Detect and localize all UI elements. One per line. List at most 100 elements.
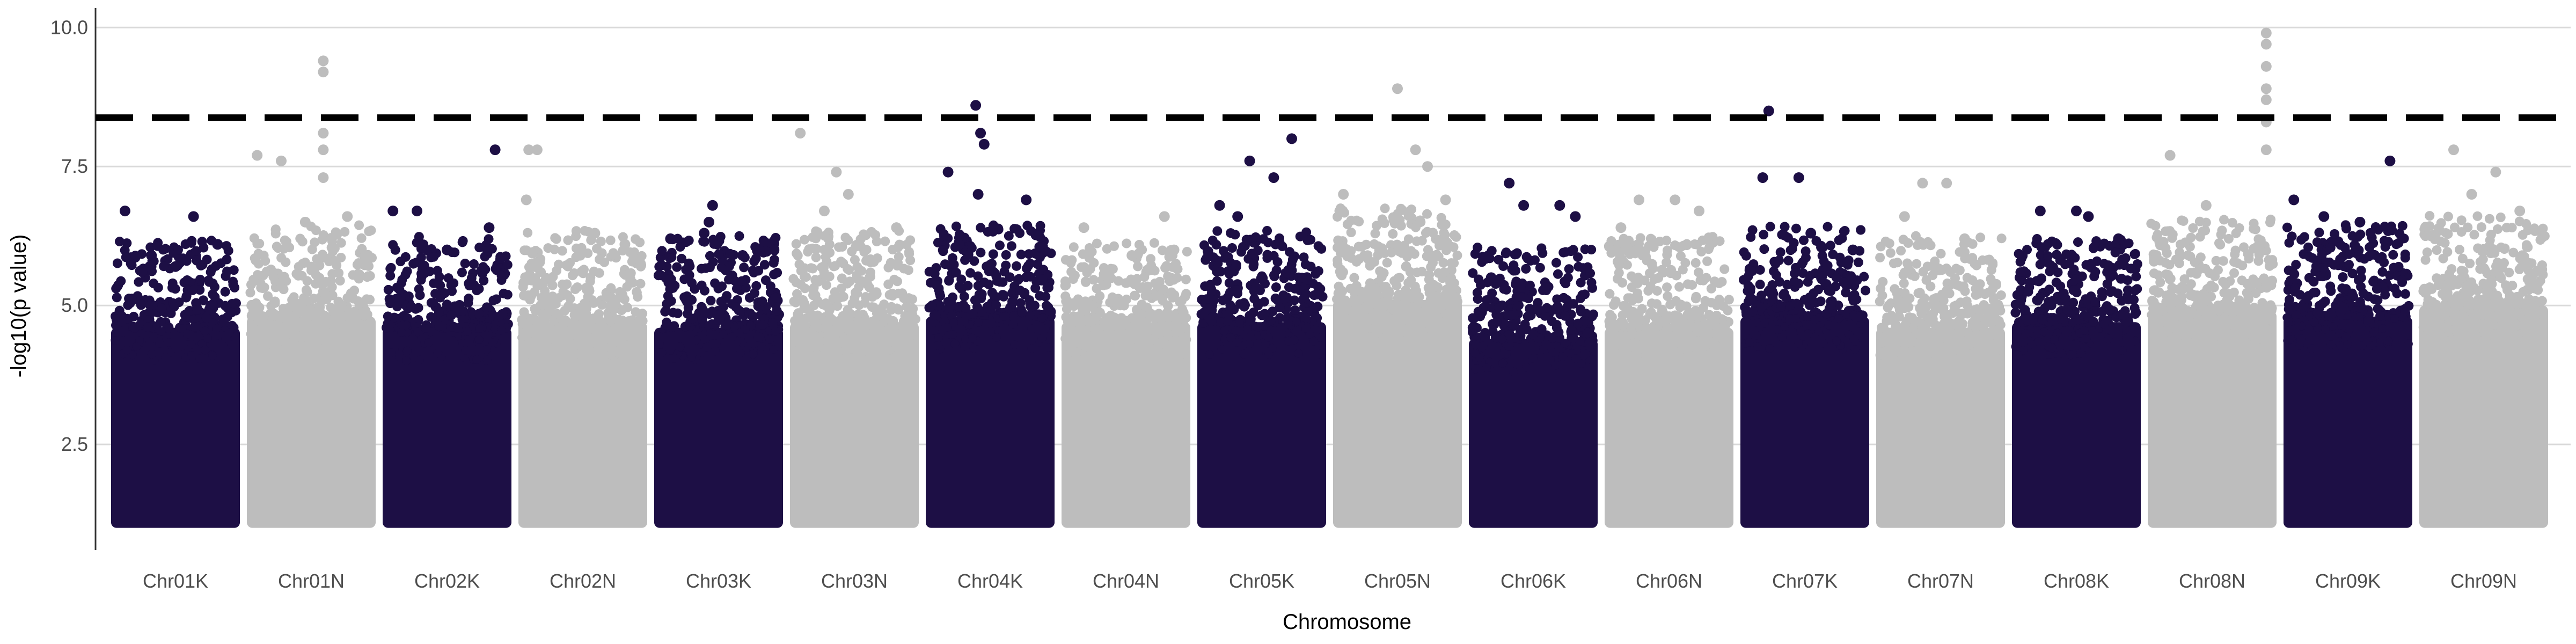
data-point: [2290, 283, 2301, 293]
data-point: [889, 274, 899, 284]
data-point: [1553, 301, 1563, 311]
data-point: [871, 287, 881, 297]
data-point: [2028, 315, 2038, 325]
data-point: [1471, 340, 1480, 349]
data-point: [2099, 320, 2109, 329]
data-point: [1646, 339, 1656, 348]
data-point: [2392, 288, 2402, 298]
data-point: [880, 345, 889, 354]
data-point: [660, 306, 670, 317]
data-point: [1832, 336, 1841, 346]
data-point: [1995, 320, 2006, 330]
peak-point: [1338, 189, 1349, 200]
data-point: [656, 260, 667, 270]
data-point: [1875, 296, 1885, 306]
data-point: [2196, 252, 2206, 262]
data-point: [1791, 223, 1801, 233]
peak-point: [531, 144, 543, 156]
data-point: [1926, 349, 1935, 358]
data-point: [2356, 282, 2366, 292]
data-point: [2180, 237, 2190, 247]
data-point: [187, 351, 196, 360]
data-point: [1521, 264, 1531, 274]
data-point: [1127, 313, 1137, 323]
data-point: [2491, 311, 2500, 320]
data-point: [1880, 324, 1889, 333]
data-point: [1295, 231, 1305, 241]
data-point: [484, 234, 494, 244]
data-point: [538, 316, 548, 326]
data-point: [186, 238, 196, 248]
data-point: [1794, 339, 1803, 348]
data-point: [116, 276, 126, 286]
data-point: [2390, 313, 2399, 323]
data-point: [1536, 243, 1547, 253]
data-point: [968, 309, 978, 319]
data-point: [1351, 319, 1360, 328]
data-point: [2195, 232, 2205, 242]
data-point: [1894, 312, 1904, 322]
data-point: [731, 283, 742, 294]
data-point: [1082, 325, 1092, 334]
data-point: [1232, 285, 1242, 295]
data-point: [2317, 250, 2327, 260]
data-point: [810, 275, 821, 285]
data-point: [491, 294, 501, 304]
data-point: [1701, 342, 1710, 351]
data-point: [2366, 341, 2375, 350]
data-point: [751, 281, 762, 291]
data-point: [357, 244, 367, 254]
data-point: [1079, 262, 1089, 272]
data-point: [2040, 303, 2050, 313]
data-point: [1482, 363, 1491, 372]
data-point: [2097, 287, 2107, 297]
data-point: [430, 289, 440, 299]
data-point: [2530, 226, 2540, 236]
peak-point: [970, 100, 982, 111]
data-point: [818, 344, 827, 353]
points-bulk: [2419, 305, 2548, 528]
data-point: [1468, 313, 1478, 323]
data-point: [1775, 247, 1785, 258]
data-point: [897, 288, 908, 298]
data-point: [1989, 303, 1999, 313]
data-point: [1253, 301, 1263, 311]
data-point: [182, 275, 192, 286]
data-point: [1341, 295, 1350, 304]
data-point: [984, 279, 994, 289]
data-point: [2039, 327, 2048, 336]
peak-point: [737, 250, 748, 261]
data-point: [772, 268, 782, 278]
data-point: [2394, 261, 2404, 272]
data-point: [1898, 270, 1908, 280]
data-point: [1615, 252, 1625, 262]
data-point: [502, 290, 513, 300]
data-point: [2082, 334, 2091, 343]
data-point: [843, 264, 853, 274]
data-point: [1096, 329, 1105, 338]
data-point: [440, 288, 450, 298]
points-bulk: [383, 327, 511, 528]
peak-point: [318, 55, 329, 67]
data-point: [2297, 321, 2306, 331]
data-point: [2400, 289, 2410, 299]
data-point: [549, 299, 559, 310]
data-point: [701, 308, 711, 318]
peak-point: [2260, 144, 2272, 156]
data-point: [1209, 295, 1219, 305]
data-point: [772, 306, 782, 316]
data-point: [668, 283, 678, 293]
data-point: [1160, 263, 1170, 273]
data-point: [1433, 268, 1444, 278]
data-point: [662, 274, 672, 284]
data-point: [1785, 245, 1796, 255]
data-point: [145, 301, 155, 311]
peak-point: [1793, 172, 1804, 183]
peak-point: [831, 166, 842, 178]
data-point: [208, 351, 217, 360]
data-point: [1017, 307, 1027, 317]
data-point: [364, 261, 374, 271]
data-point: [406, 301, 416, 311]
data-point: [268, 341, 277, 350]
data-point: [312, 341, 321, 350]
